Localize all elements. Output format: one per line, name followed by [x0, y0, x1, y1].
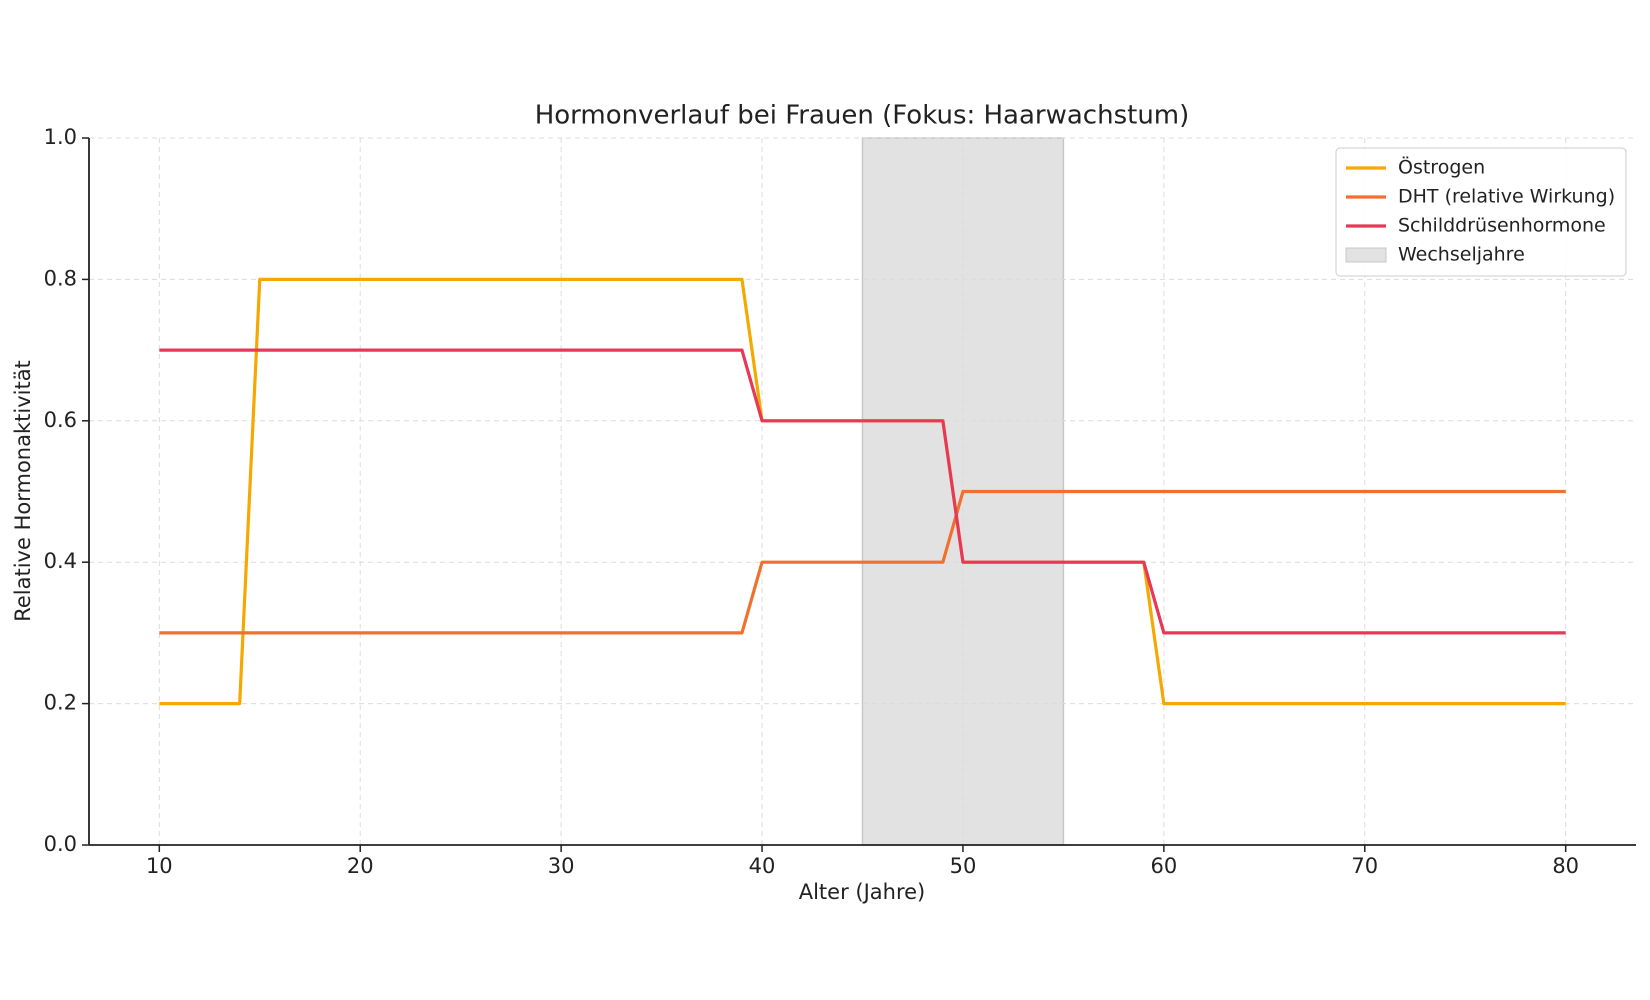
y-tick-label: 0.2	[44, 691, 77, 715]
series-line	[159, 348, 1566, 635]
x-tick-label: 10	[146, 854, 173, 878]
legend-label: DHT (relative Wirkung)	[1398, 186, 1615, 208]
chart-title: Hormonverlauf bei Frauen (Fokus: Haarwac…	[535, 101, 1190, 131]
x-tick-label: 30	[548, 854, 575, 878]
series-line	[159, 489, 1566, 635]
x-axis-label: Alter (Jahre)	[799, 880, 926, 904]
y-tick-label: 1.0	[44, 125, 77, 149]
y-tick-label: 0.8	[44, 266, 77, 290]
x-tick-label: 60	[1150, 854, 1177, 878]
x-tick-label: 50	[950, 854, 977, 878]
x-tick-label: 80	[1552, 854, 1579, 878]
legend-label: Wechseljahre	[1398, 244, 1525, 266]
legend-box	[1335, 147, 1627, 277]
y-axis-label: Relative Hormonaktivität	[11, 360, 35, 622]
x-tick-label: 70	[1351, 854, 1378, 878]
y-tick-label: 0.6	[44, 408, 77, 432]
legend-label: Östrogen	[1398, 156, 1485, 179]
legend-label: Schilddrüsenhormone	[1398, 215, 1606, 237]
legend-swatch	[1345, 247, 1387, 263]
x-tick-label: 40	[749, 854, 776, 878]
y-tick-label: 0.4	[44, 549, 77, 573]
x-tick-label: 20	[347, 854, 374, 878]
y-tick-label: 0.0	[44, 832, 77, 856]
